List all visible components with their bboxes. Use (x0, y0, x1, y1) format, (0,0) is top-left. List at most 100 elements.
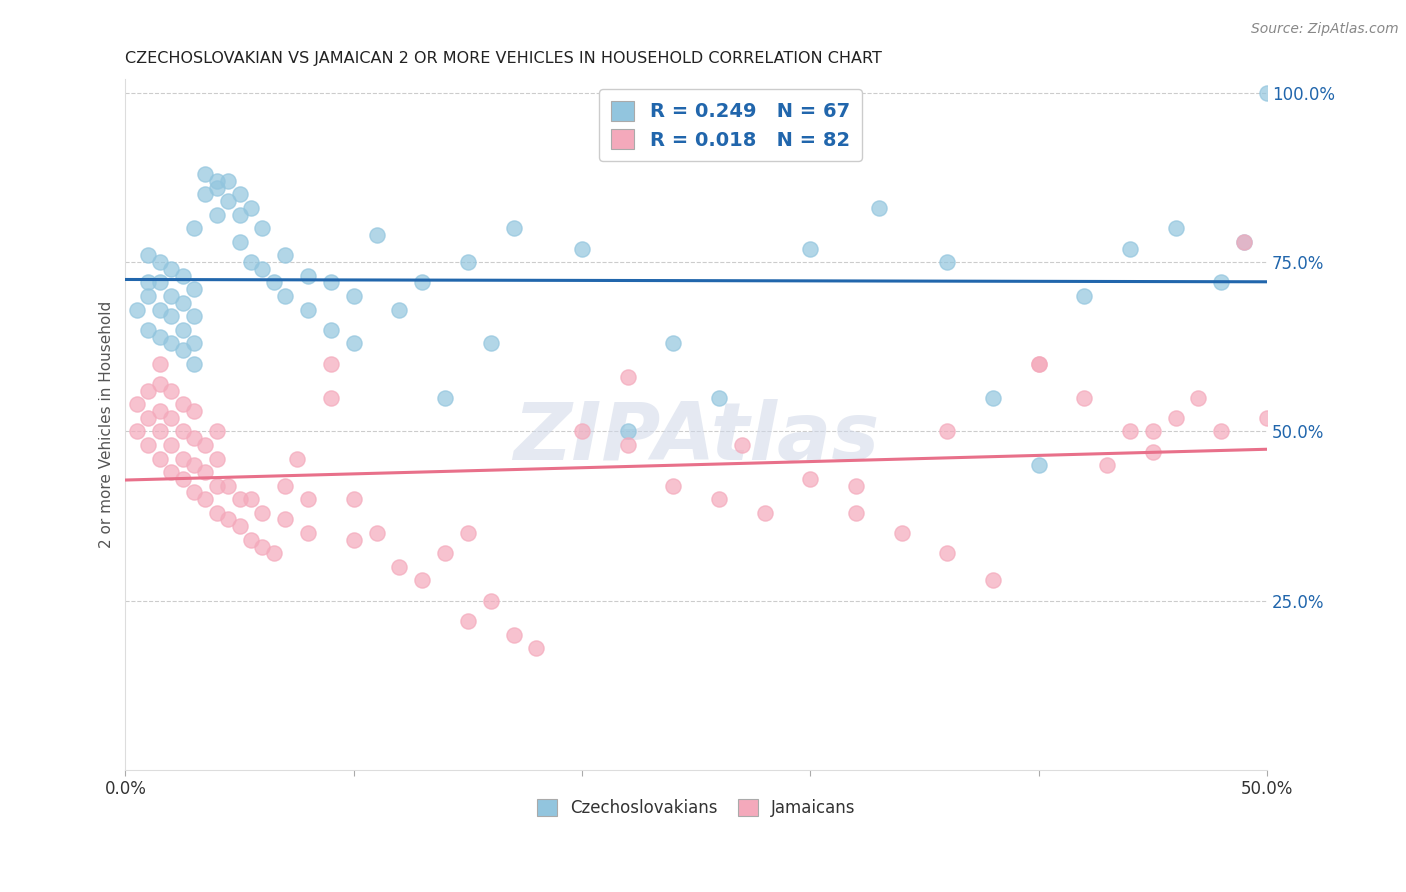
Point (136, 289, 159, 303)
Point (194, 167, 217, 181)
Point (388, 559, 411, 574)
Point (125, 397, 148, 411)
Point (457, 614, 479, 628)
Point (297, 268, 319, 283)
Point (343, 289, 366, 303)
Point (662, 478, 685, 492)
Point (754, 506, 776, 520)
Point (1256, 410, 1278, 425)
Point (799, 242, 821, 256)
Point (252, 261, 274, 276)
Point (183, 221, 205, 235)
Point (160, 410, 183, 425)
Point (240, 201, 263, 215)
Point (172, 472, 194, 486)
Point (1187, 391, 1209, 405)
Point (172, 323, 194, 337)
Point (136, 323, 159, 337)
Point (616, 370, 638, 384)
Point (274, 512, 297, 526)
Point (183, 431, 205, 445)
Point (194, 187, 217, 202)
Point (149, 357, 172, 371)
Point (172, 268, 194, 283)
Point (1256, 86, 1278, 100)
Point (388, 302, 411, 317)
Point (217, 174, 239, 188)
Point (571, 425, 593, 439)
Point (479, 593, 502, 607)
Point (252, 221, 274, 235)
Point (936, 546, 959, 560)
Point (136, 410, 159, 425)
Point (228, 187, 250, 202)
Point (524, 641, 547, 656)
Point (1211, 276, 1233, 290)
Point (936, 425, 959, 439)
Point (136, 248, 159, 262)
Point (228, 235, 250, 249)
Point (1164, 410, 1187, 425)
Point (183, 282, 205, 296)
Point (263, 546, 285, 560)
Point (366, 228, 388, 243)
Point (571, 242, 593, 256)
Point (136, 384, 159, 398)
Point (319, 323, 342, 337)
Point (1028, 357, 1050, 371)
Point (845, 478, 868, 492)
Point (160, 384, 183, 398)
Point (205, 425, 228, 439)
Point (411, 276, 433, 290)
Point (205, 478, 228, 492)
Point (240, 533, 263, 547)
Point (274, 289, 297, 303)
Point (1028, 357, 1050, 371)
Point (125, 302, 148, 317)
Point (981, 574, 1004, 588)
Point (1164, 221, 1187, 235)
Point (205, 174, 228, 188)
Point (172, 343, 194, 358)
Point (217, 478, 239, 492)
Legend: Czechoslovakians, Jamaicans: Czechoslovakians, Jamaicans (530, 792, 862, 824)
Point (149, 425, 172, 439)
Point (194, 438, 217, 452)
Point (149, 451, 172, 466)
Point (183, 357, 205, 371)
Point (205, 451, 228, 466)
Point (252, 540, 274, 554)
Point (149, 377, 172, 392)
Point (343, 336, 366, 351)
Point (343, 492, 366, 507)
Point (172, 451, 194, 466)
Point (160, 336, 183, 351)
Point (366, 526, 388, 541)
Text: Source: ZipAtlas.com: Source: ZipAtlas.com (1251, 22, 1399, 37)
Point (319, 276, 342, 290)
Y-axis label: 2 or more Vehicles in Household: 2 or more Vehicles in Household (100, 301, 114, 549)
Point (845, 506, 868, 520)
Point (172, 397, 194, 411)
Point (160, 261, 183, 276)
Point (319, 357, 342, 371)
Text: ZIPAtlas: ZIPAtlas (513, 400, 879, 477)
Point (183, 336, 205, 351)
Point (868, 201, 890, 215)
Point (149, 255, 172, 269)
Point (1119, 425, 1142, 439)
Point (799, 472, 821, 486)
Point (1119, 242, 1142, 256)
Point (502, 221, 524, 235)
Point (172, 425, 194, 439)
Point (434, 391, 457, 405)
Point (205, 180, 228, 194)
Point (297, 492, 319, 507)
Point (343, 533, 366, 547)
Point (263, 276, 285, 290)
Point (183, 485, 205, 500)
Point (616, 425, 638, 439)
Point (240, 492, 263, 507)
Point (1073, 289, 1095, 303)
Point (285, 451, 308, 466)
